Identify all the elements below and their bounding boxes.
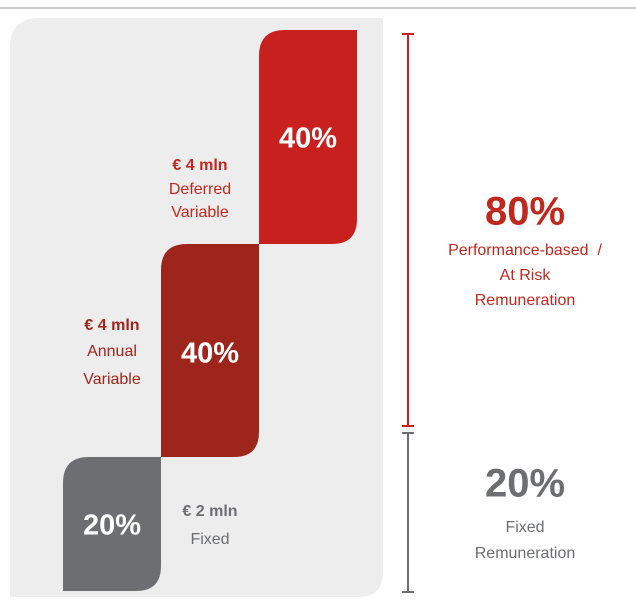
summary-label: Fixed bbox=[505, 519, 544, 536]
block-amount: € 4 mln bbox=[172, 157, 227, 174]
block-percent: 40% bbox=[279, 123, 337, 155]
deferred-block bbox=[259, 30, 357, 244]
block-amount: € 4 mln bbox=[84, 317, 139, 334]
summary-label: Remuneration bbox=[475, 545, 576, 562]
annual-block bbox=[161, 244, 259, 457]
summary-percent: 20% bbox=[485, 462, 565, 506]
block-label: Variable bbox=[83, 371, 141, 388]
fixed-bracket bbox=[402, 432, 414, 593]
summary-percent: 80% bbox=[485, 190, 565, 234]
summary-label: Remuneration bbox=[475, 292, 576, 309]
block-label: Variable bbox=[171, 204, 229, 221]
block-percent: 20% bbox=[83, 510, 141, 542]
fixed-block bbox=[63, 457, 161, 591]
risk-bracket bbox=[402, 33, 414, 427]
block-label: Fixed bbox=[190, 531, 229, 548]
summary-label: At Risk bbox=[500, 267, 552, 284]
summary-label: Performance-based / bbox=[448, 242, 602, 259]
block-label: Deferred bbox=[169, 181, 231, 198]
block-amount: € 2 mln bbox=[182, 503, 237, 520]
block-label: Annual bbox=[87, 343, 137, 360]
block-percent: 40% bbox=[181, 338, 239, 370]
